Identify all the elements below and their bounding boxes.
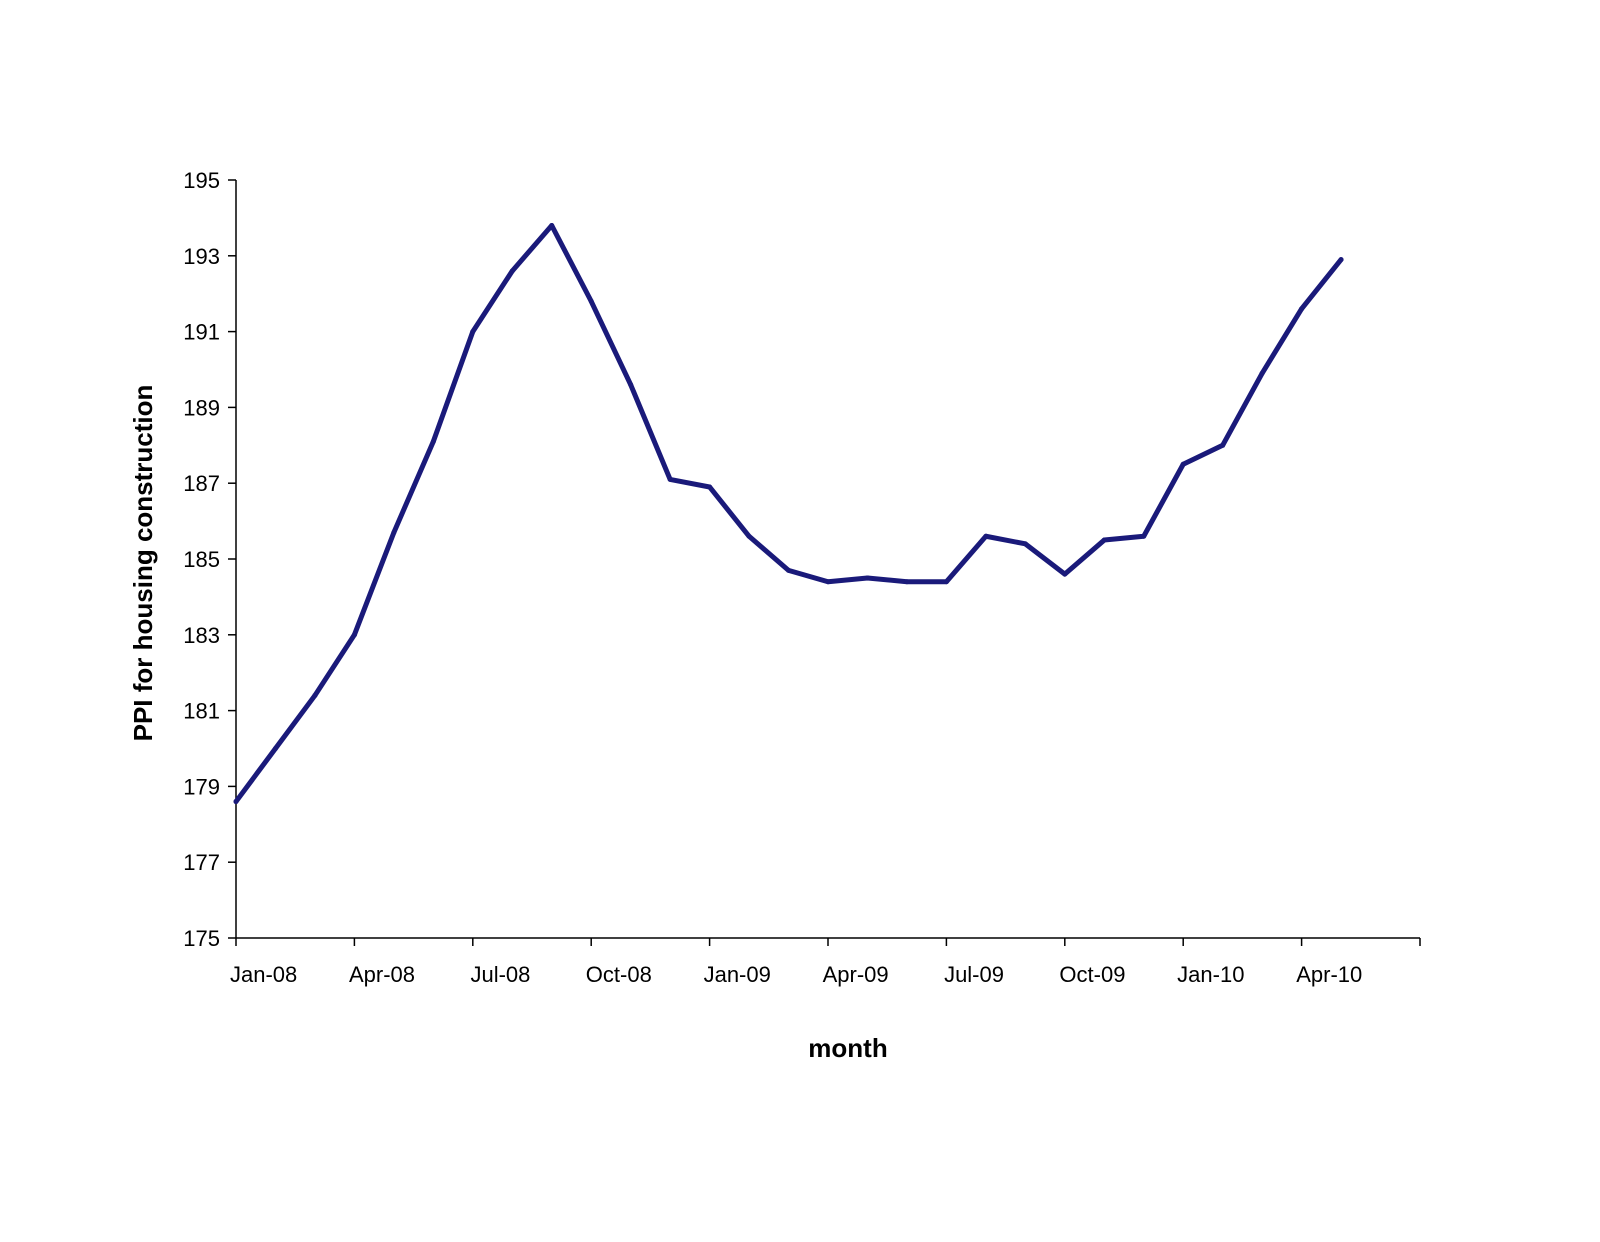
x-tick-label: Oct-08 bbox=[586, 962, 652, 987]
data-point bbox=[825, 579, 831, 585]
x-tick-label: Jan-09 bbox=[704, 962, 771, 987]
data-point bbox=[1259, 370, 1265, 376]
y-tick-label: 181 bbox=[183, 699, 220, 724]
data-point bbox=[1062, 571, 1068, 577]
x-tick-label: Apr-08 bbox=[349, 962, 415, 987]
data-point bbox=[233, 799, 239, 805]
y-tick-label: 187 bbox=[183, 471, 220, 496]
x-tick-label: Oct-09 bbox=[1059, 962, 1125, 987]
data-point bbox=[943, 579, 949, 585]
data-point bbox=[864, 575, 870, 581]
data-point bbox=[746, 533, 752, 539]
x-tick-label: Jul-09 bbox=[944, 962, 1004, 987]
y-axis-title: PPI for housing construction bbox=[128, 385, 158, 742]
y-tick-label: 179 bbox=[183, 774, 220, 799]
data-point bbox=[430, 439, 436, 445]
y-tick-label: 189 bbox=[183, 395, 220, 420]
data-point bbox=[786, 567, 792, 573]
data-point bbox=[707, 484, 713, 490]
data-point bbox=[628, 382, 634, 388]
y-tick-label: 185 bbox=[183, 547, 220, 572]
y-tick-label: 175 bbox=[183, 926, 220, 951]
x-tick-label: Jan-10 bbox=[1177, 962, 1244, 987]
data-point bbox=[1299, 306, 1305, 312]
x-tick-label: Jan-08 bbox=[230, 962, 297, 987]
data-point bbox=[549, 222, 555, 228]
series-layer bbox=[233, 222, 1344, 805]
data-point bbox=[272, 746, 278, 751]
data-point bbox=[1338, 257, 1344, 263]
data-point bbox=[1180, 461, 1186, 467]
y-tick-label: 193 bbox=[183, 244, 220, 269]
data-point bbox=[667, 476, 673, 482]
data-point bbox=[904, 579, 910, 585]
data-point bbox=[1220, 442, 1226, 448]
data-point bbox=[312, 692, 318, 698]
x-axis-title: month bbox=[808, 1033, 887, 1063]
x-ticks: Jan-08 Apr-08 Jul-08 Oct-08 Jan-09 Apr-09 Jul-… bbox=[230, 938, 1421, 987]
data-point bbox=[1141, 533, 1147, 539]
series-line bbox=[233, 222, 1344, 805]
data-point bbox=[470, 329, 476, 335]
data-point bbox=[509, 268, 515, 274]
y-tick-label: 183 bbox=[183, 623, 220, 648]
data-point bbox=[1101, 537, 1107, 543]
data-point bbox=[588, 298, 594, 304]
y-tick-label: 195 bbox=[183, 168, 220, 193]
data-point bbox=[983, 533, 989, 539]
x-tick-label: Apr-10 bbox=[1296, 962, 1362, 987]
data-point bbox=[351, 632, 357, 638]
y-ticks: 175 177 179 181 183 185 187 189 191 193 195 bbox=[183, 168, 236, 951]
x-tick-label: Apr-09 bbox=[823, 962, 889, 987]
data-point bbox=[1022, 541, 1028, 547]
y-tick-label: 191 bbox=[183, 320, 220, 345]
data-point bbox=[391, 529, 397, 535]
y-tick-label: 177 bbox=[183, 850, 220, 875]
x-tick-label: Jul-08 bbox=[470, 962, 530, 987]
